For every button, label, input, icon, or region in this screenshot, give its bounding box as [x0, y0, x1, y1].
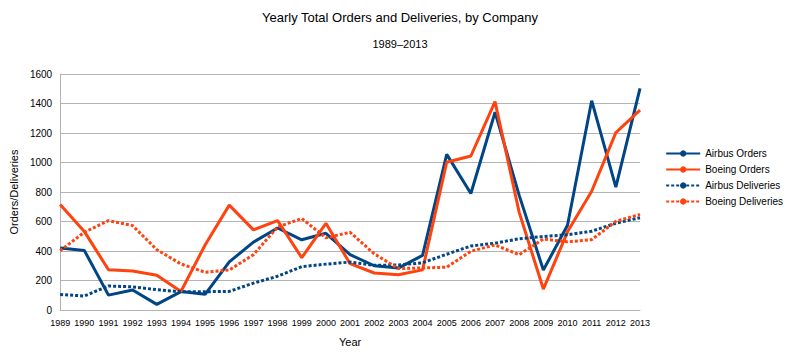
svg-text:1400: 1400 — [30, 98, 53, 109]
svg-text:2013: 2013 — [630, 318, 650, 328]
svg-text:2007: 2007 — [485, 318, 505, 328]
svg-text:400: 400 — [35, 246, 52, 257]
svg-text:2010: 2010 — [558, 318, 578, 328]
svg-text:1989–2013: 1989–2013 — [372, 38, 427, 50]
svg-text:2011: 2011 — [582, 318, 601, 328]
svg-text:2006: 2006 — [461, 318, 481, 328]
svg-text:Yearly Total Orders and Delive: Yearly Total Orders and Deliveries, by C… — [262, 10, 539, 25]
svg-text:Airbus Deliveries: Airbus Deliveries — [705, 180, 780, 191]
svg-text:2003: 2003 — [388, 318, 408, 328]
svg-text:1600: 1600 — [30, 69, 53, 80]
svg-text:Airbus Orders: Airbus Orders — [705, 148, 767, 159]
svg-text:1995: 1995 — [195, 318, 215, 328]
svg-text:2005: 2005 — [437, 318, 457, 328]
svg-text:1000: 1000 — [30, 157, 53, 168]
svg-text:1994: 1994 — [171, 318, 191, 328]
svg-text:Orders/Deliveries: Orders/Deliveries — [8, 149, 20, 234]
svg-text:1993: 1993 — [147, 318, 167, 328]
svg-text:1996: 1996 — [219, 318, 239, 328]
svg-text:2000: 2000 — [316, 318, 336, 328]
svg-text:200: 200 — [35, 275, 52, 286]
svg-text:Boeing Orders: Boeing Orders — [705, 164, 769, 175]
svg-text:1999: 1999 — [292, 318, 312, 328]
svg-text:2009: 2009 — [533, 318, 553, 328]
svg-text:1989: 1989 — [50, 318, 70, 328]
svg-text:2001: 2001 — [340, 318, 360, 328]
svg-text:2012: 2012 — [606, 318, 626, 328]
svg-text:Year: Year — [339, 336, 362, 348]
svg-text:2008: 2008 — [509, 318, 529, 328]
svg-text:2004: 2004 — [413, 318, 433, 328]
svg-text:1200: 1200 — [30, 128, 53, 139]
svg-text:0: 0 — [47, 305, 53, 316]
svg-text:600: 600 — [35, 216, 52, 227]
svg-text:2002: 2002 — [364, 318, 384, 328]
svg-text:1992: 1992 — [123, 318, 143, 328]
svg-text:1998: 1998 — [268, 318, 288, 328]
svg-text:1991: 1991 — [98, 318, 118, 328]
svg-text:1990: 1990 — [74, 318, 94, 328]
svg-text:800: 800 — [35, 187, 52, 198]
svg-text:Boeing Deliveries: Boeing Deliveries — [705, 196, 783, 207]
svg-text:1997: 1997 — [243, 318, 263, 328]
